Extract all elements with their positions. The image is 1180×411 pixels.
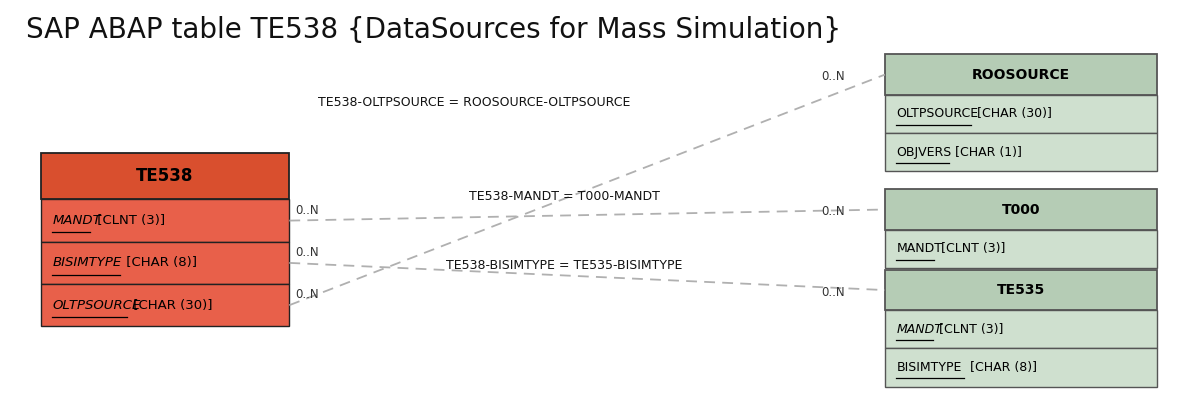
- Text: TE538-MANDT = T000-MANDT: TE538-MANDT = T000-MANDT: [468, 190, 660, 203]
- Text: MANDT: MANDT: [52, 214, 101, 227]
- Text: MANDT: MANDT: [897, 323, 943, 336]
- Text: 0..N: 0..N: [821, 286, 845, 299]
- Text: OLTPSOURCE: OLTPSOURCE: [52, 299, 140, 312]
- Text: TE538-OLTPSOURCE = ROOSOURCE-OLTPSOURCE: TE538-OLTPSOURCE = ROOSOURCE-OLTPSOURCE: [319, 96, 630, 109]
- FancyBboxPatch shape: [885, 189, 1156, 230]
- Text: 0..N: 0..N: [821, 70, 845, 83]
- Text: [CLNT (3)]: [CLNT (3)]: [937, 242, 1005, 255]
- Text: BISIMTYPE: BISIMTYPE: [897, 361, 962, 374]
- Text: OLTPSOURCE: OLTPSOURCE: [897, 107, 978, 120]
- FancyBboxPatch shape: [40, 199, 289, 242]
- Text: [CHAR (30)]: [CHAR (30)]: [130, 299, 212, 312]
- FancyBboxPatch shape: [40, 153, 289, 199]
- FancyBboxPatch shape: [885, 230, 1156, 268]
- FancyBboxPatch shape: [40, 242, 289, 284]
- Text: [CHAR (1)]: [CHAR (1)]: [951, 145, 1022, 159]
- Text: TE538: TE538: [137, 167, 194, 185]
- Text: OBJVERS: OBJVERS: [897, 145, 952, 159]
- Text: [CLNT (3)]: [CLNT (3)]: [935, 323, 1003, 336]
- Text: MANDT: MANDT: [897, 242, 943, 255]
- Text: [CHAR (8)]: [CHAR (8)]: [122, 256, 197, 269]
- Text: T000: T000: [1002, 203, 1040, 217]
- FancyBboxPatch shape: [885, 55, 1156, 95]
- Text: TE535: TE535: [997, 283, 1044, 297]
- Text: 0..N: 0..N: [295, 288, 319, 301]
- Text: ROOSOURCE: ROOSOURCE: [971, 67, 1070, 82]
- FancyBboxPatch shape: [40, 284, 289, 326]
- Text: 0..N: 0..N: [821, 205, 845, 218]
- FancyBboxPatch shape: [885, 310, 1156, 349]
- FancyBboxPatch shape: [885, 133, 1156, 171]
- Text: [CHAR (8)]: [CHAR (8)]: [966, 361, 1037, 374]
- Text: 0..N: 0..N: [295, 246, 319, 259]
- Text: [CHAR (30)]: [CHAR (30)]: [974, 107, 1053, 120]
- FancyBboxPatch shape: [885, 95, 1156, 133]
- Text: [CLNT (3)]: [CLNT (3)]: [92, 214, 165, 227]
- FancyBboxPatch shape: [885, 349, 1156, 387]
- Text: 0..N: 0..N: [295, 203, 319, 217]
- Text: BISIMTYPE: BISIMTYPE: [52, 256, 122, 269]
- FancyBboxPatch shape: [885, 270, 1156, 310]
- Text: SAP ABAP table TE538 {DataSources for Mass Simulation}: SAP ABAP table TE538 {DataSources for Ma…: [26, 16, 841, 44]
- Text: TE538-BISIMTYPE = TE535-BISIMTYPE: TE538-BISIMTYPE = TE535-BISIMTYPE: [446, 259, 682, 272]
